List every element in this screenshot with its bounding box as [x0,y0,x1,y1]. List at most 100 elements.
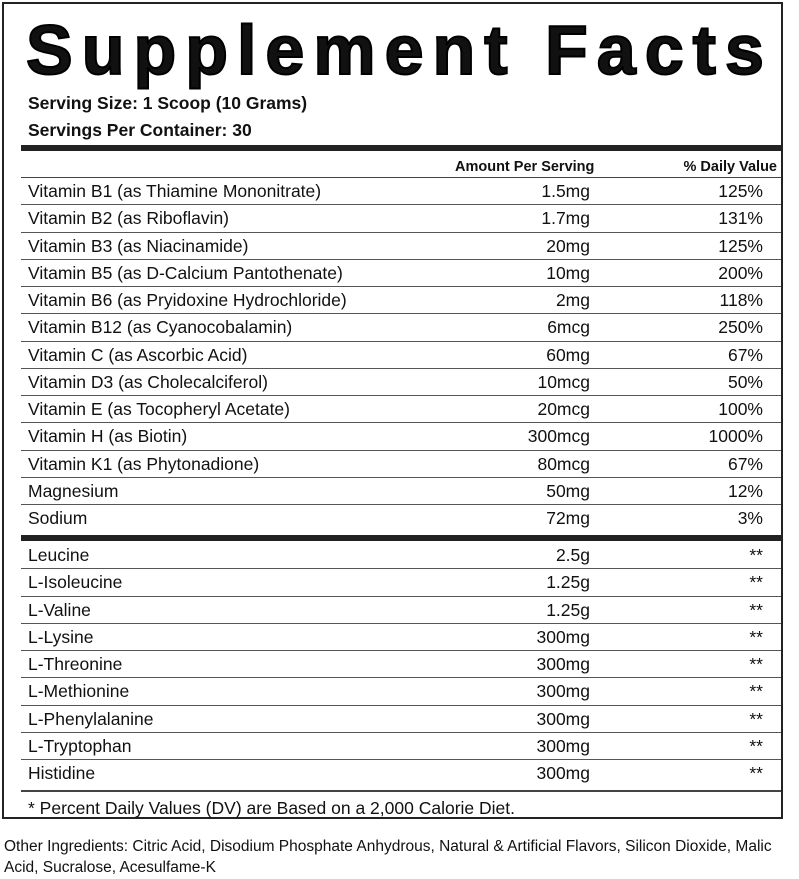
amount-per-serving: 300mg [536,708,590,729]
table-row: Vitamin B12 (as Cyanocobalamin) 6mcg 250% [21,314,781,342]
table-row: L-Lysine 300mg ** [21,624,781,651]
amount-per-serving: 72mg [546,508,590,528]
divider-thick [21,535,781,541]
daily-value: 1000% [708,426,764,447]
amount-per-serving: 1.7mg [541,208,590,229]
amount-per-serving: 300mg [536,763,590,783]
daily-value: 200% [718,262,763,283]
daily-value: 125% [718,181,763,201]
other-ingredients: Other Ingredients: Citric Acid, Disodium… [4,838,772,876]
amount-per-serving: 300mg [536,626,590,647]
header-amount: Amount Per Serving [455,159,595,175]
table-row: L-Tryptophan 300mg ** [21,733,781,760]
table-row: Magnesium 50mg 12% [21,478,781,505]
table-row: L-Methionine 300mg ** [21,678,781,706]
table-row: Vitamin B5 (as D-Calcium Pantothenate) 10… [21,260,781,287]
nutrient-name: Vitamin C (as Ascorbic Acid) [28,344,248,365]
table-row: Sodium 72mg 3% [21,505,781,532]
daily-value: ** [749,681,763,702]
table-row: Vitamin B6 (as Pryidoxine Hydrochloride)… [21,287,781,315]
amount-per-serving: 20mg [546,235,590,256]
table-row: Vitamin B3 (as Niacinamide) 20mg 125% [21,233,781,260]
daily-value: 131% [718,208,763,229]
nutrient-name: Vitamin B5 (as D-Calcium Pantothenate) [28,262,343,283]
serving-size: Serving Size: 1 Scoop (10 Grams) [28,93,308,113]
daily-value: 100% [718,399,763,419]
daily-value: 3% [737,508,763,528]
nutrient-name: Vitamin H (as Biotin) [28,426,188,447]
nutrient-name: Vitamin B6 (as Pryidoxine Hydrochloride) [28,290,347,310]
nutrient-name: Vitamin B12 (as Cyanocobalamin) [28,317,293,338]
daily-value: ** [749,545,763,565]
nutrient-name: L-Valine [28,599,91,620]
amount-per-serving: 20mcg [537,399,590,419]
nutrient-name: Leucine [28,545,90,565]
amount-per-serving: 10mg [546,262,590,283]
nutrient-name: Vitamin D3 (as Cholecalciferol) [28,371,268,392]
amino-acid-rows: Leucine 2.5g ** L-Isoleucine 1.25g ** L-Valine… [21,542,781,787]
table-row: Vitamin D3 (as Cholecalciferol) 10mcg 50% [21,369,781,396]
daily-value: ** [749,735,763,756]
header-daily-value: % Daily Value [683,159,778,175]
table-row: Histidine 300mg ** [21,760,781,787]
table-row: L-Valine 1.25g ** [21,597,781,624]
daily-value: ** [749,572,763,593]
table-row: Vitamin B1 (as Thiamine Mononitrate) 1.5m… [21,178,781,206]
divider-thick [21,145,781,151]
amount-per-serving: 300mcg [527,426,590,447]
divider-footnote [21,790,781,792]
servings-per-container: Servings Per Container: 30 [28,120,252,140]
nutrient-name: L-Threonine [28,654,123,674]
amount-per-serving: 80mcg [537,453,590,474]
table-row: Vitamin E (as Tocopheryl Acetate) 20mcg 10… [21,396,781,424]
amount-per-serving: 300mg [536,735,590,756]
nutrient-name: Vitamin B3 (as Niacinamide) [28,235,249,256]
amount-per-serving: 1.25g [546,572,590,593]
daily-value: 125% [718,235,763,256]
table-row: Vitamin K1 (as Phytonadione) 80mcg 67% [21,451,781,478]
daily-value: 250% [718,317,763,338]
amount-per-serving: 6mcg [547,317,590,338]
daily-value: 118% [719,290,763,310]
table-row: Leucine 2.5g ** [21,542,781,570]
amount-per-serving: 1.5mg [541,181,590,201]
daily-value: 50% [727,371,763,392]
footnote: * Percent Daily Values (DV) are Based on… [28,798,516,818]
daily-value: ** [749,763,763,783]
daily-value: ** [749,599,763,620]
daily-value: ** [749,708,763,729]
nutrient-name: L-Isoleucine [28,572,123,593]
nutrient-name: Vitamin K1 (as Phytonadione) [28,453,260,474]
daily-value: 67% [727,344,763,365]
amount-per-serving: 2.5g [555,545,590,565]
table-row: Vitamin H (as Biotin) 300mcg 1000% [21,423,781,451]
vitamin-rows: Vitamin B1 (as Thiamine Mononitrate) 1.5m… [21,178,781,532]
nutrient-name: Vitamin B1 (as Thiamine Mononitrate) [28,181,322,201]
amount-per-serving: 2mg [555,290,590,310]
nutrient-name: L-Tryptophan [28,735,132,756]
amount-per-serving: 10mcg [537,371,590,392]
amount-per-serving: 1.25g [546,599,590,620]
daily-value: ** [749,654,763,674]
amount-per-serving: 300mg [536,681,590,702]
divider-thin [21,177,781,178]
nutrient-name: Magnesium [28,480,119,501]
nutrient-name: Vitamin E (as Tocopheryl Acetate) [28,399,290,419]
table-row: L-Threonine 300mg ** [21,651,781,679]
nutrient-name: L-Phenylalanine [28,708,154,729]
daily-value: ** [749,626,763,647]
table-row: Vitamin B2 (as Riboflavin) 1.7mg 131% [21,205,781,233]
nutrient-name: Vitamin B2 (as Riboflavin) [28,208,230,229]
daily-value: 12% [727,480,763,501]
panel-title: Supplement Facts [25,10,773,90]
amount-per-serving: 50mg [546,480,590,501]
amount-per-serving: 300mg [536,654,590,674]
nutrient-name: L-Lysine [28,626,94,647]
nutrient-name: L-Methionine [28,681,130,702]
table-row: L-Isoleucine 1.25g ** [21,569,781,597]
nutrient-name: Histidine [28,763,96,783]
daily-value: 67% [727,453,763,474]
supplement-facts-panel: Supplement Facts Serving Size: 1 Scoop (… [2,2,783,819]
nutrient-name: Sodium [28,508,88,528]
table-row: L-Phenylalanine 300mg ** [21,706,781,733]
